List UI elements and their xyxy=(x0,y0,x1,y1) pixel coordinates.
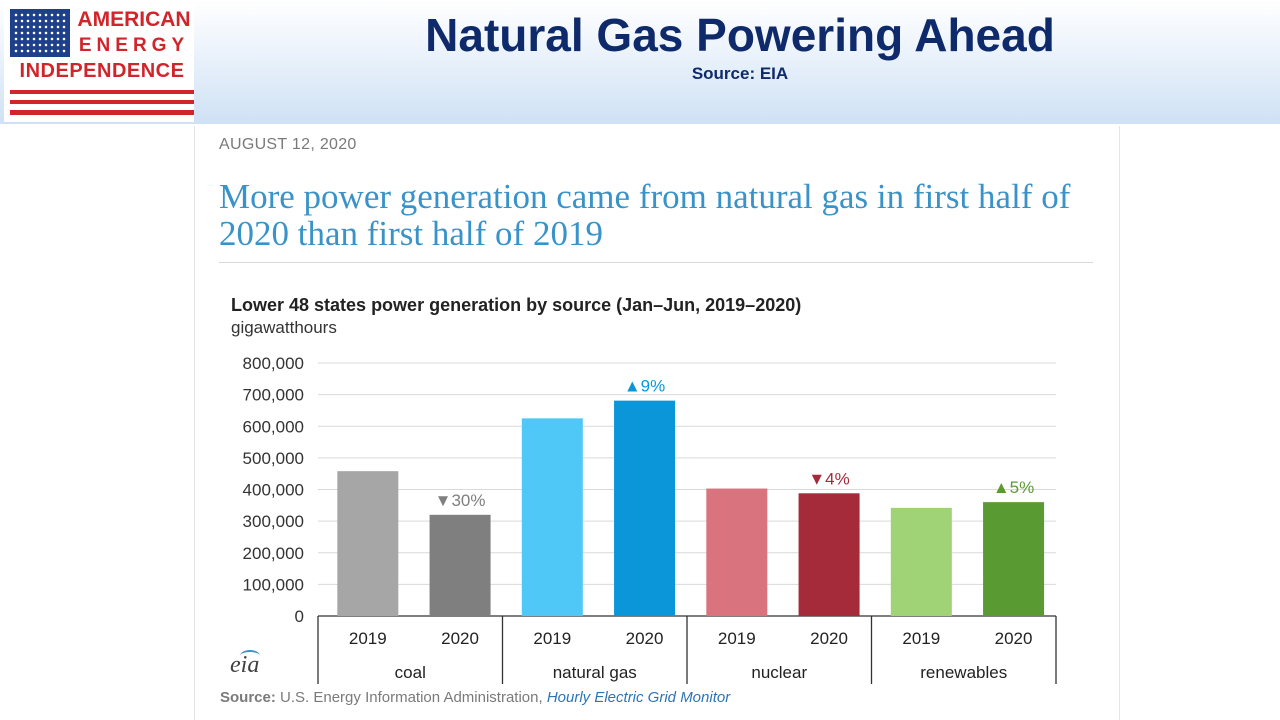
source-label: Source: xyxy=(220,689,276,706)
bar-natural-gas-2019 xyxy=(521,418,583,616)
y-tick-label: 0 xyxy=(295,607,304,626)
logo-line-3: INDEPENDENCE xyxy=(19,60,185,82)
x-tick-label: 2020 xyxy=(995,629,1033,648)
flag-stars-icon xyxy=(10,9,70,57)
x-tick-label: 2019 xyxy=(349,629,387,648)
change-annotation: ▲9% xyxy=(624,377,665,396)
american-energy-independence-logo: AMERICAN ENERGY INDEPENDENCE xyxy=(4,4,194,122)
bar-nuclear-2020 xyxy=(798,493,860,616)
change-annotation: ▲5% xyxy=(993,478,1034,497)
header-banner xyxy=(0,0,1280,124)
change-annotation: ▼4% xyxy=(808,469,849,488)
grid-monitor-link[interactable]: Hourly Electric Grid Monitor xyxy=(546,689,731,706)
bar-coal-2020 xyxy=(429,514,491,616)
category-label: nuclear xyxy=(751,663,807,682)
y-tick-label: 800,000 xyxy=(243,354,304,373)
logo-line-2: ENERGY xyxy=(78,35,190,56)
flag-stripe xyxy=(10,110,194,115)
slide-title: Natural Gas Powering Ahead xyxy=(425,9,1055,61)
category-label: natural gas xyxy=(553,663,637,682)
chart-unit-label: gigawatthours xyxy=(231,318,337,337)
y-tick-label: 300,000 xyxy=(243,512,304,531)
divider xyxy=(219,262,1093,263)
y-tick-label: 100,000 xyxy=(243,575,304,594)
source-text: U.S. Energy Information Administration, xyxy=(280,689,543,706)
change-annotation: ▼30% xyxy=(435,491,486,510)
bar-renewables-2020 xyxy=(983,502,1045,616)
bar-renewables-2019 xyxy=(890,507,952,616)
bar-nuclear-2019 xyxy=(706,488,768,616)
x-tick-label: 2019 xyxy=(533,629,571,648)
bar-coal-2019 xyxy=(337,471,399,616)
y-tick-label: 200,000 xyxy=(243,544,304,563)
y-tick-label: 600,000 xyxy=(243,417,304,436)
flag-stripe xyxy=(10,90,194,94)
y-tick-label: 400,000 xyxy=(243,481,304,500)
logo-line-1: AMERICAN xyxy=(77,8,191,31)
category-label: coal xyxy=(395,663,426,682)
article-date: AUGUST 12, 2020 xyxy=(219,136,357,153)
eia-logo-arc xyxy=(240,650,260,662)
article-headline[interactable]: More power generation came from natural … xyxy=(219,177,1071,253)
x-tick-label: 2019 xyxy=(718,629,756,648)
eia-logo: eia xyxy=(230,652,260,678)
chart-source-note: Source: U.S. Energy Information Administ… xyxy=(220,689,730,706)
category-label: renewables xyxy=(920,663,1007,682)
x-tick-label: 2020 xyxy=(626,629,664,648)
chart-title: Lower 48 states power generation by sour… xyxy=(231,295,802,315)
y-tick-label: 700,000 xyxy=(243,386,304,405)
y-tick-label: 500,000 xyxy=(243,449,304,468)
slide-source: Source: EIA xyxy=(691,64,789,83)
bar-chart: 800,000 700,000 600,000 500,000 400,000 300,0… xyxy=(243,354,1057,684)
bar-natural-gas-2020 xyxy=(614,400,676,616)
x-tick-label: 2020 xyxy=(810,629,848,648)
flag-stripe xyxy=(10,100,194,104)
x-tick-label: 2019 xyxy=(902,629,940,648)
x-tick-label: 2020 xyxy=(441,629,479,648)
